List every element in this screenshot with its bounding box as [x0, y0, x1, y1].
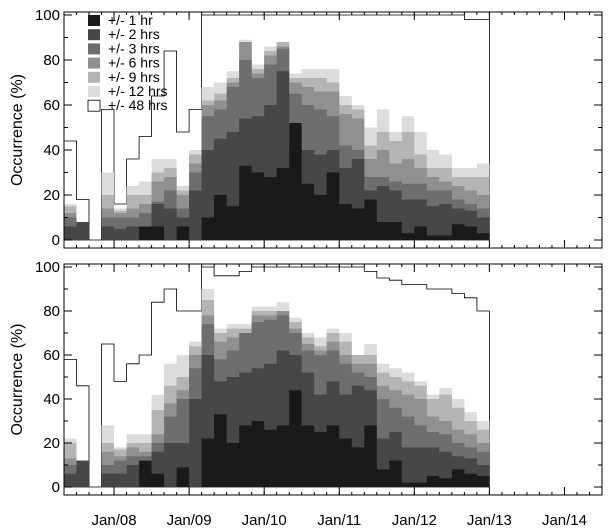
legend-swatch — [88, 57, 100, 69]
x-tick-label: Jan/08 — [92, 512, 137, 528]
legend-swatch — [87, 99, 101, 112]
legend-label: +/- 48 hrs — [108, 97, 168, 113]
y-tick-label: 0 — [52, 232, 60, 249]
plot-frame — [63, 263, 603, 496]
x-tick-label: Jan/12 — [392, 512, 437, 528]
y-tick-label: 60 — [43, 347, 60, 364]
legend-label: +/- 9 hrs — [108, 69, 160, 85]
y-tick-label: 80 — [43, 52, 60, 69]
legend-swatch — [88, 71, 100, 83]
y-tick-label: 100 — [35, 7, 60, 24]
legend-swatch — [88, 29, 100, 41]
legend-label: +/- 2 hrs — [108, 26, 160, 42]
bottom-panel: 0 20 40 60 80 100 Jan/08 Jan/09 Jan/10 Jan/11 Jan/… — [9, 259, 603, 528]
legend-label: +/- 12 hrs — [108, 83, 168, 99]
y-axis-title: Occurrence (%) — [9, 323, 26, 435]
y-tick-label: 80 — [43, 303, 60, 320]
series-area-2 — [64, 71, 490, 240]
y-tick-label: 0 — [52, 479, 60, 496]
legend-label: +/- 6 hrs — [108, 55, 160, 71]
y-tick-label: 100 — [35, 259, 60, 276]
y-tick-label: 40 — [43, 142, 60, 159]
x-tick-label: Jan/10 — [242, 512, 287, 528]
legend-swatch — [88, 15, 100, 26]
y-tick-label: 20 — [43, 435, 60, 452]
series-area-2 — [64, 350, 490, 487]
x-tick-label: Jan/14 — [542, 512, 587, 528]
plot-frame — [63, 11, 603, 249]
top-panel: 0 20 40 60 80 100 Occurrence (%) +/- 1 hr+/- 2 … — [9, 7, 603, 249]
x-tick-label: Jan/09 — [167, 512, 212, 528]
legend-label: +/- 1 hr — [108, 12, 153, 28]
y-axis-title: Occurrence (%) — [9, 74, 26, 186]
series-area-1 — [64, 123, 490, 240]
series-area-1 — [64, 390, 490, 487]
legend-swatch — [88, 43, 100, 55]
legend-swatch — [88, 86, 100, 97]
x-tick-label: Jan/11 — [317, 512, 361, 528]
y-tick-label: 60 — [43, 97, 60, 114]
x-tick-label: Jan/13 — [467, 512, 512, 528]
y-tick-label: 20 — [43, 187, 60, 204]
y-tick-label: 40 — [43, 391, 60, 408]
legend-label: +/- 3 hrs — [108, 40, 160, 56]
